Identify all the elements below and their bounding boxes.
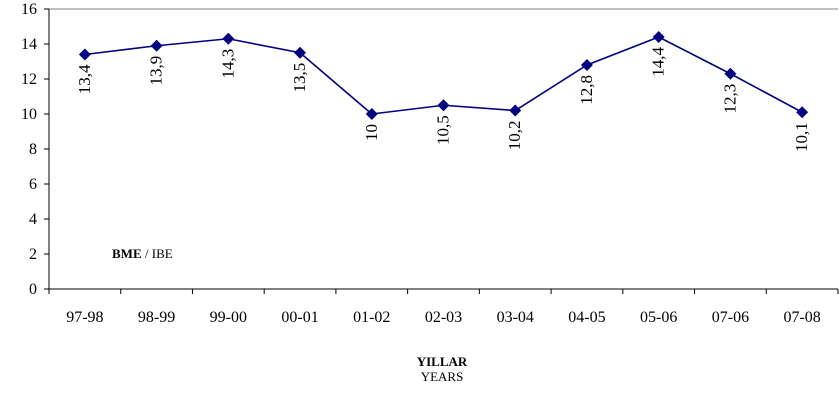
x-tick-label: 02-03 bbox=[425, 309, 462, 326]
data-point-marker bbox=[78, 48, 91, 61]
y-tick-label: 14 bbox=[21, 36, 37, 53]
x-tick-label: 05-06 bbox=[640, 309, 677, 326]
data-point-marker bbox=[294, 46, 307, 59]
y-tick-label: 6 bbox=[29, 176, 37, 193]
plot-area: 0 2 4 6 8 10 12 14 16 97-98 98-99 99-00 00-01 01-02 02… bbox=[21, 1, 839, 326]
data-point-marker bbox=[365, 108, 378, 120]
y-tick-label: 4 bbox=[29, 211, 37, 228]
x-tick-label: 07-06 bbox=[712, 309, 749, 326]
data-point-marker bbox=[724, 67, 737, 80]
x-axis-subtitle: YEARS bbox=[421, 369, 464, 384]
x-tick-label: 04-05 bbox=[568, 309, 605, 326]
x-tick-label: 97-98 bbox=[66, 309, 103, 326]
data-label: 10 bbox=[362, 124, 381, 141]
data-point-marker bbox=[796, 106, 809, 119]
annotation-rest: / IBE bbox=[142, 246, 173, 261]
data-point-marker bbox=[509, 104, 522, 117]
x-tick-label: 01-02 bbox=[353, 309, 390, 326]
annotation-bold: BME bbox=[112, 246, 142, 261]
y-tick-label: 10 bbox=[21, 106, 37, 123]
x-tick-label: 00-01 bbox=[281, 309, 318, 326]
data-label: 10,5 bbox=[434, 115, 453, 145]
x-tick-label: 98-99 bbox=[138, 309, 175, 326]
data-label: 13,5 bbox=[290, 63, 309, 93]
data-point-marker bbox=[652, 31, 665, 43]
y-tick-label: 12 bbox=[21, 71, 37, 88]
data-label: 12,3 bbox=[720, 84, 739, 114]
x-axis-title: YILLAR bbox=[417, 354, 468, 369]
data-label: 10,2 bbox=[505, 121, 524, 151]
data-point-marker bbox=[580, 59, 593, 71]
y-tick-label: 0 bbox=[29, 281, 37, 298]
data-label: 14,4 bbox=[649, 47, 668, 77]
data-point-marker bbox=[222, 32, 235, 45]
series-annotation: BME / IBE bbox=[112, 246, 173, 261]
y-tick-label: 16 bbox=[21, 1, 37, 18]
y-tick-label: 2 bbox=[29, 246, 37, 263]
data-label: 12,8 bbox=[577, 75, 596, 105]
y-tick-label: 8 bbox=[29, 141, 37, 158]
data-label: 13,9 bbox=[147, 56, 166, 86]
x-tick-label: 03-04 bbox=[497, 309, 534, 326]
x-tick-label: 99-00 bbox=[210, 309, 247, 326]
data-label: 14,3 bbox=[218, 49, 237, 79]
data-point-marker bbox=[437, 99, 450, 112]
data-label: 10,1 bbox=[792, 122, 811, 152]
x-tick-label: 07-08 bbox=[783, 309, 820, 326]
data-label: 13,4 bbox=[75, 64, 94, 94]
data-point-marker bbox=[150, 39, 163, 52]
